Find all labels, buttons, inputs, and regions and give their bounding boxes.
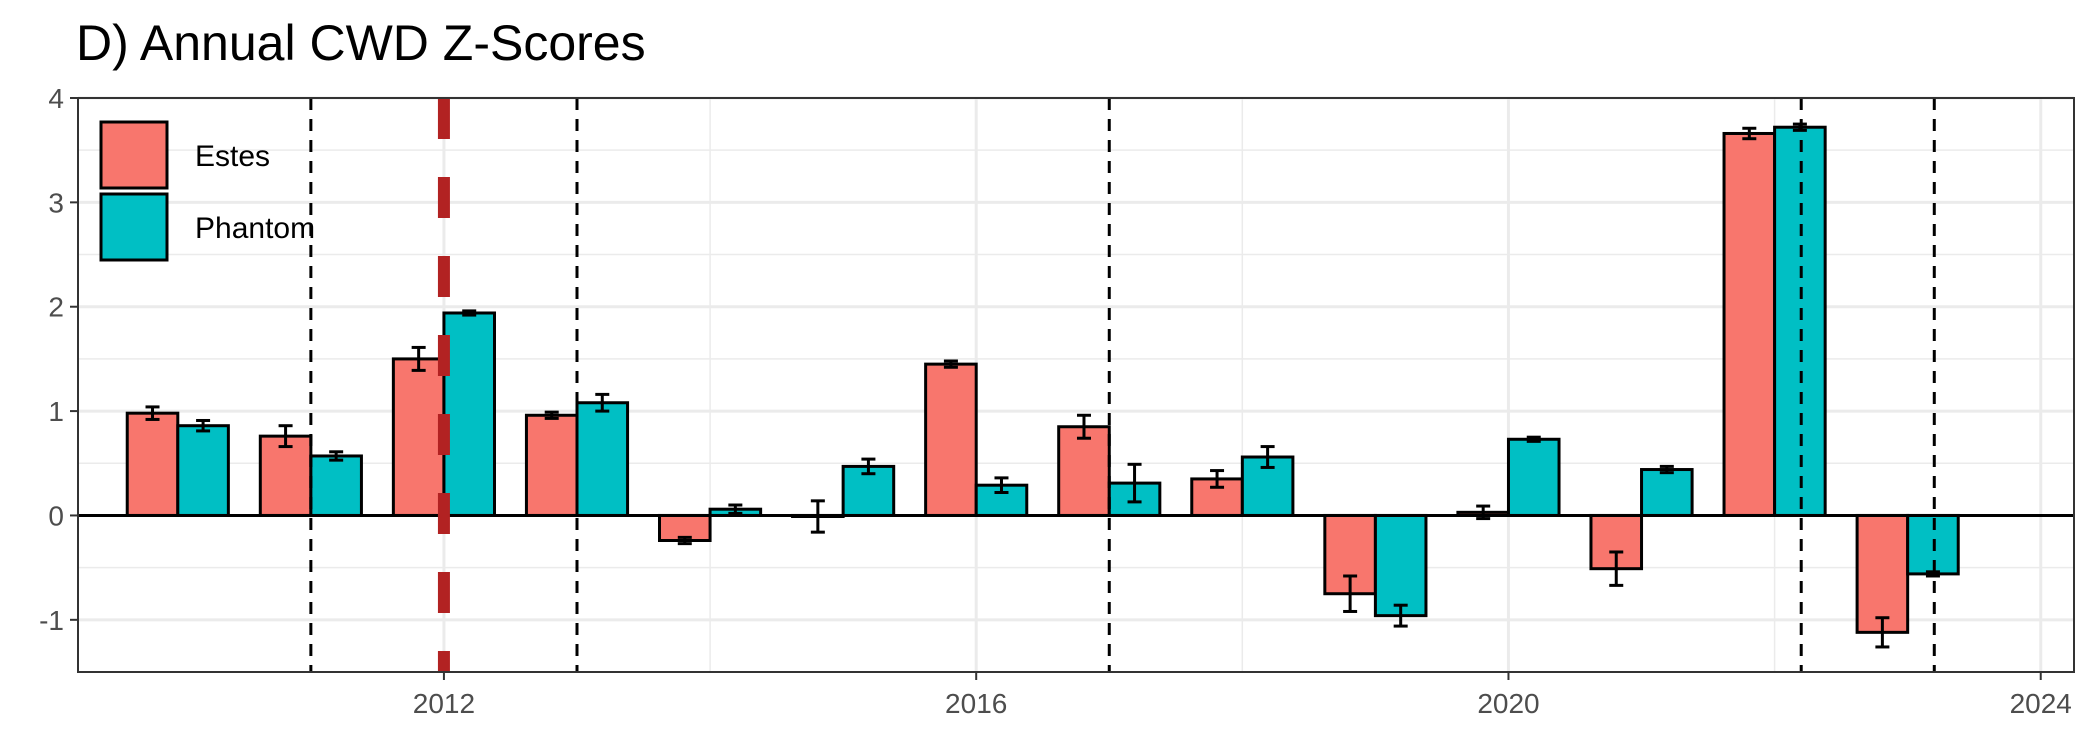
- y-tick-label: 0: [48, 500, 64, 531]
- bar-phantom: [575, 401, 630, 517]
- legend-label-estes: Estes: [195, 140, 270, 173]
- x-tick-label: 2020: [1477, 688, 1539, 719]
- y-tick-label: 3: [48, 187, 64, 218]
- bar-estes: [924, 362, 978, 517]
- x-tick-label: 2016: [945, 688, 1007, 719]
- bar-phantom: [309, 454, 363, 517]
- bar-estes: [1722, 131, 1777, 517]
- x-tick-label: 2012: [413, 688, 475, 719]
- reference-lines: [309, 98, 1936, 672]
- bar-phantom: [176, 424, 230, 517]
- bar-phantom: [1373, 513, 1428, 618]
- legend-label-phantom: Phantom: [195, 212, 315, 245]
- legend-key-phantom: [99, 192, 169, 262]
- y-tick-label: 1: [48, 396, 64, 427]
- axes: -1 0 1 2 3 4 2012 2016 2020 2024: [39, 83, 2075, 719]
- y-tick-label: 4: [48, 83, 64, 114]
- bar-estes: [125, 411, 180, 517]
- bar-estes: [524, 413, 579, 517]
- bar-phantom: [1640, 468, 1694, 517]
- bar-phantom: [442, 311, 496, 517]
- plot-border: [77, 97, 2075, 673]
- y-tick-label: 2: [48, 292, 64, 323]
- chart-title: D) Annual CWD Z-Scores: [76, 15, 646, 71]
- bar-estes: [1057, 425, 1111, 517]
- x-tick-label: 2024: [2010, 688, 2072, 719]
- legend: Estes Phantom: [99, 120, 315, 262]
- bar-estes: [391, 357, 446, 517]
- y-tick-label: -1: [39, 605, 64, 636]
- bars: [125, 122, 1960, 649]
- legend-key-estes: [99, 120, 169, 190]
- bar-estes: [1855, 513, 1910, 634]
- bar-phantom: [1506, 437, 1561, 517]
